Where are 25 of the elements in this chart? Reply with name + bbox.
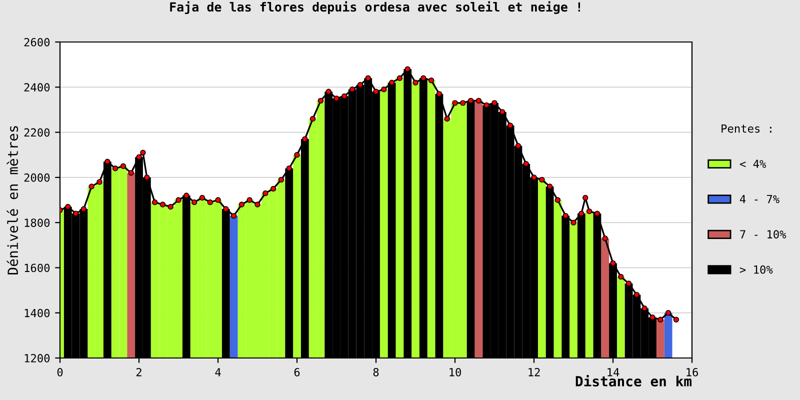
y-tick-label: 1200	[24, 354, 50, 362]
y-tick-label: 1800	[24, 218, 50, 227]
x-tick-label: 0	[57, 368, 63, 376]
legend-label: > 10%	[740, 265, 773, 274]
x-tick-label: 4	[215, 368, 221, 376]
y-tick-label: 1400	[24, 308, 50, 318]
x-tick-label: 16	[686, 368, 698, 376]
x-tick-label: 12	[528, 368, 540, 376]
legend-label: 4 - 7%	[740, 194, 780, 204]
x-tick-label: 6	[294, 368, 300, 376]
legend-label: < 4%	[740, 160, 766, 168]
y-axis-title: Dénivelé en mètres	[6, 126, 18, 274]
x-tick-label: 14	[608, 368, 620, 376]
legend-title: Pentes :	[722, 124, 772, 133]
x-axis-title: Distance en km	[576, 375, 692, 387]
chart-title: Faja de las flores depuis ordesa avec soleil et neige !	[170, 1, 580, 14]
y-tick-label: 2400	[24, 83, 50, 92]
legend-label: 7 - 10%	[740, 230, 786, 239]
x-tick-label: 10	[450, 368, 461, 376]
x-tick-label: 8	[373, 368, 379, 376]
y-tick-label: 1600	[24, 264, 50, 272]
y-tick-label: 2000	[24, 173, 50, 182]
y-tick-label: 2600	[24, 38, 50, 46]
x-tick-label: 2	[136, 368, 142, 376]
y-tick-label: 2200	[24, 128, 50, 137]
